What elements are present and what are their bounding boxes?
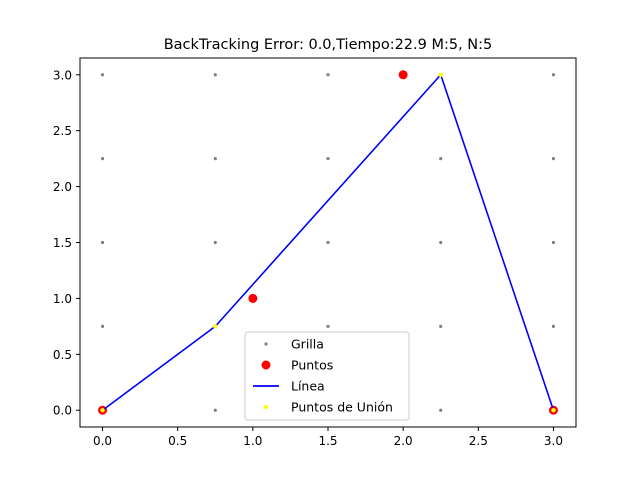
legend-label: Grilla — [291, 337, 324, 352]
y-tick-label: 0.0 — [53, 404, 72, 418]
y-tick-label: 0.5 — [53, 348, 72, 362]
data-point — [248, 293, 258, 303]
legend-label: Puntos de Unión — [291, 400, 393, 415]
grid-point — [326, 73, 330, 77]
join-point — [213, 324, 218, 329]
grid-point — [100, 73, 105, 77]
grid-point — [213, 240, 217, 245]
grid-point — [439, 240, 443, 245]
axes: 0.0 0.5 1.0 1.5 2.0 2.5 3.0 0.0 0.5 1.0 1.5 2.0 2.5 3… — [53, 57, 577, 448]
y-tick-label: 2.5 — [53, 124, 72, 138]
x-tick-label: 2.0 — [394, 434, 413, 448]
y-tick-label: 1.0 — [53, 292, 72, 306]
legend-box — [244, 331, 410, 421]
grid-point — [100, 324, 105, 328]
grid-point — [439, 157, 443, 161]
grid-point — [326, 157, 330, 161]
legend-swatch-marker — [261, 360, 271, 370]
legend-swatch-marker — [264, 342, 268, 346]
x-tick-label: 0.5 — [168, 434, 187, 448]
y-tick-label: 1.5 — [53, 236, 72, 250]
grid-point — [213, 157, 217, 161]
grid-point — [551, 324, 556, 328]
legend-swatch-marker — [263, 404, 269, 410]
chart-title: BackTracking Error: 0.0,Tiempo:22.9 M:5,… — [164, 37, 493, 53]
join-point — [100, 408, 105, 413]
x-tick-label: 1.5 — [318, 434, 337, 448]
grid-point — [326, 240, 330, 245]
grid-point — [326, 324, 330, 328]
data-point — [398, 70, 408, 80]
x-tick-label: 2.5 — [469, 434, 488, 448]
grid-point — [551, 240, 556, 245]
grid-point — [551, 157, 556, 161]
legend-label: Puntos — [291, 358, 333, 373]
plot-area — [98, 70, 558, 415]
grid-point — [439, 408, 443, 412]
x-tick-label: 1.0 — [243, 434, 262, 448]
x-tick-label: 3.0 — [544, 434, 563, 448]
grid-point — [439, 324, 443, 328]
grid-point — [551, 73, 556, 77]
legend: Grilla Puntos Línea Puntos de Unión — [244, 331, 410, 421]
y-tick-label: 3.0 — [53, 68, 72, 82]
x-tick-label: 0.0 — [93, 434, 112, 448]
grid-point — [100, 240, 105, 245]
grid-point — [213, 408, 217, 412]
join-point — [551, 408, 556, 413]
legend-label: Línea — [291, 379, 325, 394]
grid-point — [100, 157, 105, 161]
y-tick-label: 2.0 — [53, 180, 72, 194]
series-line — [102, 73, 555, 411]
join-point — [438, 72, 443, 77]
grid-point — [213, 73, 217, 77]
